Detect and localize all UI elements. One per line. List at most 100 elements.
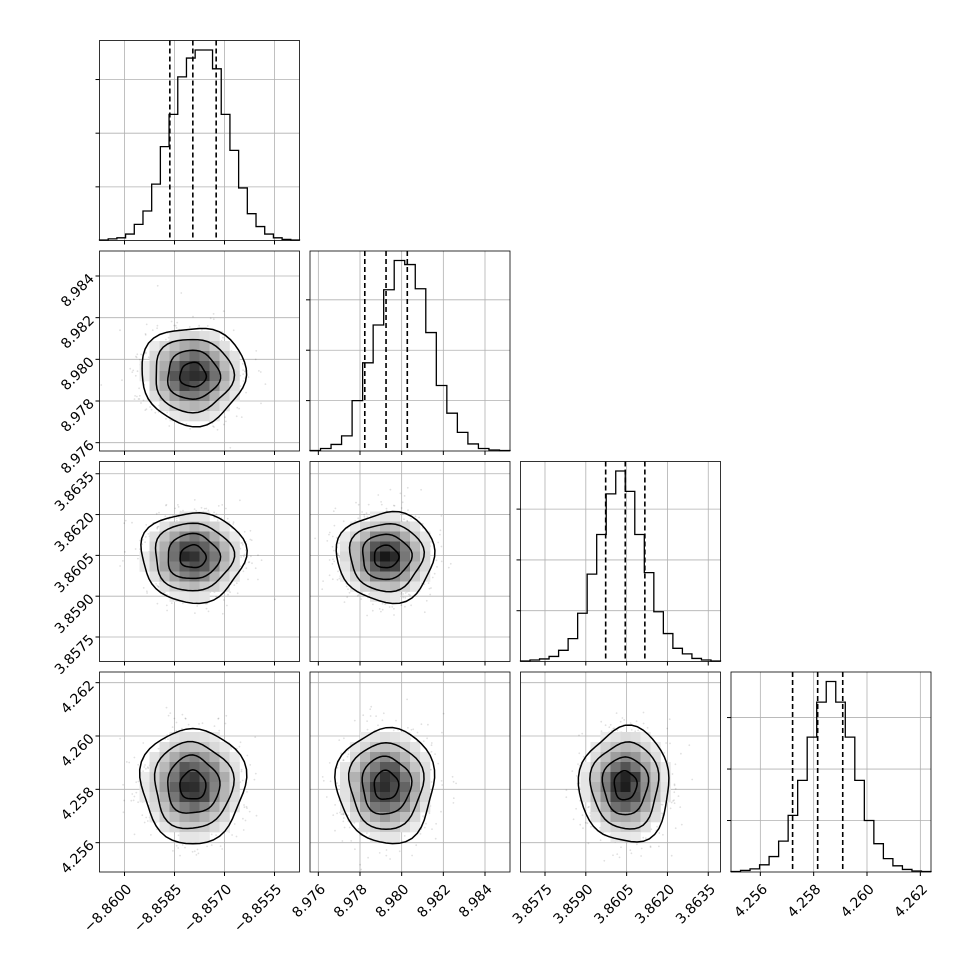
panel-frame [99, 250, 300, 452]
density-panel-3-1 [99, 461, 300, 662]
x-axis-1: −8.8600−8.8585−8.8570−8.8555 [81, 872, 285, 936]
y-tick-label: 3.8605 [52, 550, 98, 596]
x-tick-label: 3.8590 [551, 881, 597, 927]
contour-level-3 [347, 741, 425, 830]
histogram-panel-2 [306, 250, 511, 452]
density-cells [139, 511, 240, 602]
contour-level-2 [167, 532, 222, 580]
histogram-step [98, 49, 301, 241]
x-axis-4: 4.256 4.258 4.260 4.262 [731, 872, 931, 921]
contour-level-2 [601, 756, 650, 816]
panel-background [520, 461, 721, 662]
x-tick-label: 4.260 [838, 881, 878, 921]
panel-frame [309, 461, 511, 662]
panel-background [731, 672, 931, 872]
contours [577, 724, 670, 843]
y-tick-label: 8.982 [58, 313, 98, 353]
contour-level-4 [141, 327, 248, 428]
contours [334, 726, 436, 845]
contour-level-1 [178, 361, 208, 388]
x-tick-label: 8.982 [414, 881, 454, 921]
x-tick-label: 4.262 [891, 881, 931, 921]
contour-level-2 [166, 349, 222, 400]
x-tick-label: −8.8555 [231, 881, 285, 935]
y-tick-label: 8.976 [58, 438, 98, 478]
panel-frame [309, 671, 511, 873]
density-cells [139, 732, 240, 843]
y-axis-4: 4.256 4.258 4.260 4.262 [58, 678, 100, 878]
contour-level-3 [153, 740, 235, 830]
x-tick-label: 3.8605 [591, 881, 637, 927]
panel-background [310, 251, 510, 451]
panel-frame [730, 671, 932, 873]
contour-level-1 [179, 769, 207, 800]
contours [140, 512, 248, 605]
contour-level-4 [140, 512, 248, 605]
contour-level-1 [373, 769, 400, 800]
x-tick-label: −8.8570 [181, 881, 235, 935]
histogram-panel-1 [95, 40, 301, 241]
x-tick-label: 8.976 [289, 881, 329, 921]
x-tick-label: 8.978 [331, 881, 371, 921]
y-tick-label: 3.8575 [52, 632, 98, 678]
panel-frame [520, 671, 721, 873]
y-tick-label: 4.256 [58, 838, 98, 878]
contour-level-3 [348, 523, 426, 593]
contour-level-1 [613, 770, 638, 801]
density-panel-4-3 [520, 671, 721, 873]
contour-level-1 [179, 544, 207, 569]
density-cells [340, 732, 431, 843]
density-panel-4-1 [99, 671, 300, 873]
x-tick-label: −8.8600 [81, 881, 135, 935]
y-tick-label: 8.980 [58, 354, 98, 394]
contour-level-4 [138, 727, 248, 845]
contour-level-2 [167, 754, 221, 814]
contour-level-4 [335, 510, 436, 605]
y-tick-label: 8.984 [58, 271, 98, 311]
x-tick-label: 8.980 [373, 881, 413, 921]
density-panel-3-2 [309, 461, 511, 662]
histogram-step [519, 470, 722, 662]
histogram-step [730, 680, 932, 873]
contour-level-1 [373, 544, 400, 569]
x-tick-label: −8.8585 [131, 881, 185, 935]
panel-frame [99, 671, 300, 873]
y-tick-label: 3.8590 [52, 591, 98, 637]
x-tick-label: 4.258 [785, 881, 825, 921]
x-tick-label: 3.8575 [510, 881, 556, 927]
histogram-step [309, 259, 511, 452]
contours [141, 327, 248, 428]
density-panel-2-1 [99, 250, 300, 452]
contour-level-2 [361, 533, 413, 581]
density-panel-4-2 [309, 671, 511, 873]
panel-frame [309, 250, 511, 452]
contour-level-3 [154, 522, 236, 592]
contour-level-2 [361, 755, 413, 815]
contour-level-4 [577, 724, 670, 843]
panel-frame [520, 461, 721, 662]
histogram-panel-4 [727, 671, 932, 873]
x-axis-2: 8.976 8.978 8.980 8.982 8.984 [289, 872, 496, 921]
y-tick-label: 3.8635 [52, 469, 98, 515]
y-tick-label: 4.258 [58, 784, 98, 824]
y-tick-label: 3.8620 [52, 510, 98, 556]
panel-background [99, 40, 300, 241]
y-tick-label: 4.260 [58, 731, 98, 771]
x-tick-label: 3.8635 [673, 881, 719, 927]
x-tick-label: 8.984 [456, 881, 496, 921]
y-tick-label: 4.262 [58, 678, 98, 718]
histogram-panel-3 [516, 461, 722, 662]
contour-level-4 [334, 726, 436, 845]
y-tick-label: 8.978 [58, 396, 98, 436]
contours [138, 727, 248, 845]
panel-frame [99, 40, 300, 241]
contour-level-3 [589, 741, 660, 830]
contours [335, 510, 436, 605]
x-tick-label: 4.256 [731, 881, 771, 921]
panel-frame [99, 461, 300, 662]
contour-level-3 [155, 338, 236, 414]
